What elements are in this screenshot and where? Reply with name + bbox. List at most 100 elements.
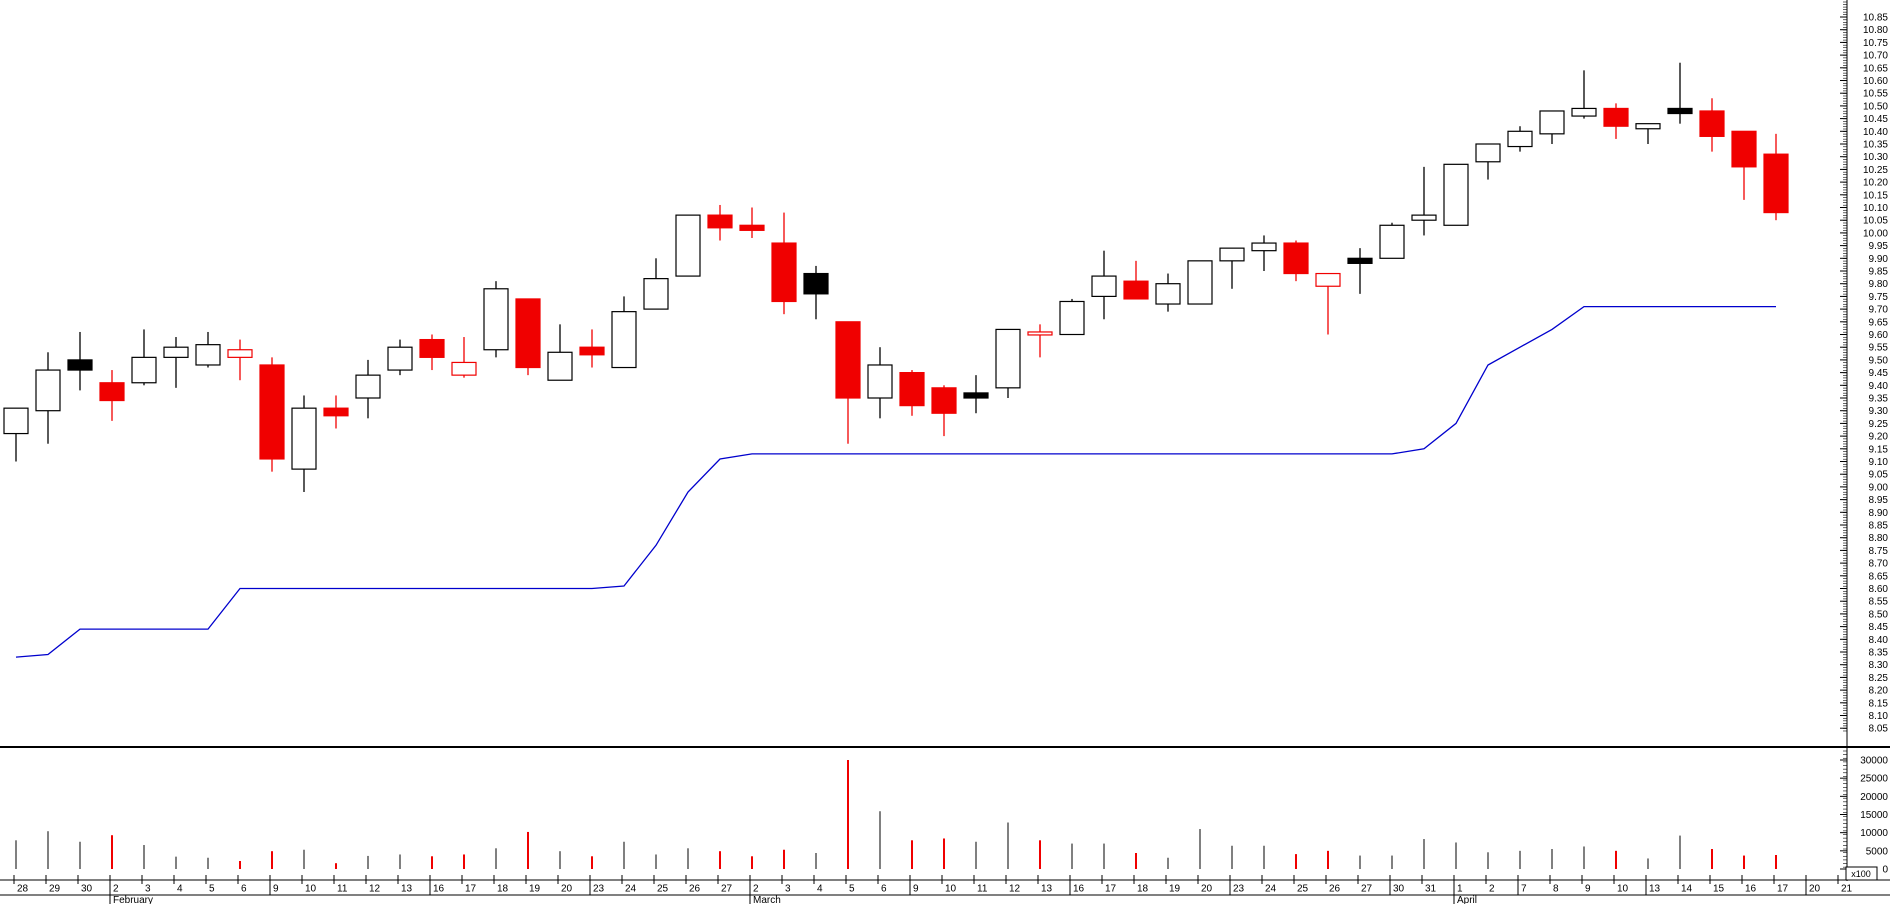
volume-tick-label: 0: [1882, 865, 1888, 876]
candle: [323, 395, 349, 429]
price-tick-label: 8.65: [1869, 571, 1889, 582]
date-label: 27: [721, 884, 733, 895]
candle-body: [1027, 331, 1053, 336]
date-label: 5: [849, 884, 855, 895]
price-tick-label: 10.75: [1863, 38, 1888, 49]
candle-body: [419, 338, 445, 358]
candle-body: [1443, 163, 1469, 226]
price-tick-label: 8.60: [1869, 584, 1889, 595]
candle: [707, 204, 733, 241]
candle-body: [1411, 214, 1437, 221]
candle: [131, 329, 157, 386]
date-label: 7: [1521, 884, 1527, 895]
price-tick-label: 10.20: [1863, 178, 1888, 189]
candle-body: [803, 272, 829, 295]
price-tick-label: 9.20: [1869, 432, 1889, 443]
date-label: 21: [1841, 884, 1853, 895]
candle-body: [163, 346, 189, 358]
date-label: 11: [977, 884, 988, 895]
candle: [451, 337, 477, 378]
candle: [99, 370, 125, 421]
candle: [259, 357, 285, 472]
price-tick-label: 8.25: [1869, 673, 1889, 684]
volume-multiplier-label: x100: [1851, 869, 1871, 879]
price-tick-label: 8.15: [1869, 698, 1889, 709]
candle-body: [451, 361, 477, 376]
price-tick-label: 10.10: [1863, 203, 1888, 214]
date-label: 6: [241, 884, 247, 895]
candle: [1027, 324, 1053, 358]
candle-body: [99, 382, 125, 402]
candle-body: [1667, 107, 1693, 115]
candle: [1219, 247, 1245, 289]
date-label: 20: [1809, 884, 1821, 895]
date-label: 29: [49, 884, 61, 895]
volume-tick-label: 20000: [1860, 792, 1888, 803]
volume-tick-label: 10000: [1860, 828, 1888, 839]
price-tick-label: 10.00: [1863, 228, 1888, 239]
date-label: 26: [1329, 884, 1341, 895]
date-label: 26: [689, 884, 701, 895]
candle-body: [1379, 224, 1405, 259]
candle-body: [1571, 107, 1597, 117]
date-label: 28: [17, 884, 29, 895]
date-label: 6: [881, 884, 887, 895]
candle-body: [1731, 130, 1757, 168]
candle-body: [1059, 300, 1085, 336]
candle: [739, 207, 765, 238]
candle: [419, 334, 445, 371]
candle: [1315, 272, 1341, 335]
date-label: 16: [1073, 884, 1085, 895]
candle: [547, 324, 573, 381]
candle-body: [931, 387, 957, 414]
candle-body: [1475, 143, 1501, 163]
date-label: 13: [401, 884, 413, 895]
candle-body: [1507, 130, 1533, 148]
candle: [1667, 62, 1693, 124]
date-label: 9: [1585, 884, 1591, 895]
date-label: 30: [1393, 884, 1405, 895]
candle-body: [899, 372, 925, 407]
price-tick-label: 8.95: [1869, 495, 1889, 506]
price-tick-label: 9.40: [1869, 381, 1889, 392]
date-label: 31: [1425, 884, 1437, 895]
candle-body: [547, 351, 573, 381]
date-label: 10: [1617, 884, 1629, 895]
price-tick-label: 9.35: [1869, 394, 1889, 405]
price-tick-label: 10.25: [1863, 165, 1888, 176]
price-tick-label: 10.50: [1863, 101, 1888, 112]
volume-tick-label: 15000: [1860, 810, 1888, 821]
price-tick-label: 9.45: [1869, 368, 1889, 379]
date-label: 2: [1489, 884, 1495, 895]
candle-body: [995, 328, 1021, 389]
price-tick-label: 10.40: [1863, 127, 1888, 138]
date-label: 16: [433, 884, 445, 895]
price-tick-label: 8.30: [1869, 660, 1889, 671]
date-label: 5: [209, 884, 215, 895]
candle-body: [1539, 110, 1565, 135]
candle-body: [323, 407, 349, 417]
candle: [515, 298, 541, 376]
date-label: 17: [465, 884, 477, 895]
month-label: February: [113, 895, 153, 904]
candle-body: [579, 346, 605, 356]
date-label: 30: [81, 884, 93, 895]
date-label: 10: [305, 884, 317, 895]
date-label: 25: [1297, 884, 1309, 895]
candle: [1443, 163, 1469, 226]
candle: [931, 385, 957, 437]
date-label: 1: [1457, 884, 1463, 895]
date-label: 19: [1169, 884, 1181, 895]
candle: [675, 214, 701, 277]
candle: [1187, 260, 1213, 305]
candle: [1091, 250, 1117, 320]
candle-body: [771, 242, 797, 303]
date-label: 24: [1265, 884, 1277, 895]
candle: [899, 370, 925, 416]
price-tick-label: 9.70: [1869, 305, 1889, 316]
date-label: 3: [145, 884, 151, 895]
date-label: 15: [1713, 884, 1725, 895]
date-label: 18: [1137, 884, 1149, 895]
